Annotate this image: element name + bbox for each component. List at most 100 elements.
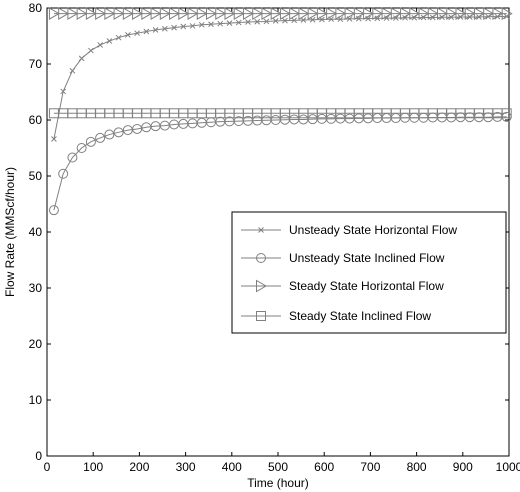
triangle-marker bbox=[256, 279, 267, 293]
x-marker-stroke bbox=[78, 55, 85, 62]
triangle-marker bbox=[316, 7, 328, 20]
x-marker bbox=[180, 23, 187, 30]
x-marker-stroke bbox=[124, 32, 131, 38]
x-marker bbox=[383, 15, 390, 21]
legend-label: Steady State Horizontal Flow bbox=[289, 279, 444, 293]
legend-item: Unsteady State Inclined Flow bbox=[241, 251, 445, 265]
triangle-marker bbox=[76, 7, 88, 20]
x-marker-stroke bbox=[328, 16, 334, 23]
x-tick-label: 800 bbox=[407, 460, 427, 474]
triangle-marker bbox=[381, 7, 393, 20]
legend-label: Unsteady State Inclined Flow bbox=[289, 251, 445, 265]
legend-item: Steady State Horizontal Flow bbox=[241, 279, 444, 293]
triangle-marker bbox=[279, 7, 291, 20]
x-marker-stroke bbox=[402, 14, 408, 21]
triangle-marker bbox=[298, 7, 310, 20]
triangle-marker bbox=[501, 7, 513, 20]
square-marker bbox=[501, 108, 512, 119]
x-marker bbox=[282, 17, 288, 24]
x-marker bbox=[235, 19, 242, 26]
x-marker-stroke bbox=[383, 15, 390, 21]
y-tick-label: 0 bbox=[35, 449, 42, 463]
triangle-marker bbox=[455, 7, 467, 20]
legend-label: Steady State Inclined Flow bbox=[289, 309, 431, 323]
y-axis-label: Flow Rate (MMScf/hour) bbox=[3, 167, 17, 297]
x-marker bbox=[402, 14, 408, 21]
x-marker-stroke bbox=[319, 16, 325, 23]
x-tick-label: 1000 bbox=[496, 460, 520, 474]
triangle-marker bbox=[233, 7, 245, 20]
x-marker-stroke bbox=[291, 17, 298, 24]
x-marker bbox=[152, 26, 159, 33]
triangle-marker bbox=[85, 7, 97, 20]
x-marker-stroke bbox=[374, 15, 381, 22]
y-tick-label: 80 bbox=[29, 1, 43, 15]
x-tick-label: 0 bbox=[44, 460, 51, 474]
x-marker-stroke bbox=[392, 15, 399, 21]
legend-item: Unsteady State Horizontal Flow bbox=[241, 223, 457, 237]
legend-label: Unsteady State Horizontal Flow bbox=[289, 223, 457, 237]
x-marker-stroke bbox=[245, 19, 251, 25]
y-tick-label: 10 bbox=[29, 393, 43, 407]
triangle-marker bbox=[363, 7, 375, 20]
x-marker-stroke bbox=[171, 24, 177, 31]
triangle-marker bbox=[492, 7, 504, 20]
triangle-marker bbox=[437, 7, 449, 20]
triangle-marker bbox=[344, 7, 356, 20]
triangle-marker bbox=[224, 7, 236, 20]
x-marker-stroke bbox=[263, 18, 270, 25]
x-marker-stroke bbox=[198, 21, 205, 28]
circle-marker bbox=[256, 253, 266, 263]
triangle-marker bbox=[67, 7, 79, 20]
triangle-marker bbox=[178, 7, 190, 20]
x-marker-stroke bbox=[217, 20, 224, 27]
series-x bbox=[51, 13, 510, 142]
x-marker bbox=[411, 14, 418, 21]
y-axis-ticks: 0 10 20 30 40 50 60 70 80 bbox=[29, 1, 509, 463]
circle-marker bbox=[113, 127, 124, 138]
x-marker bbox=[88, 47, 94, 54]
triangle-marker bbox=[390, 7, 402, 20]
x-marker-stroke bbox=[115, 34, 122, 41]
y-tick-label: 70 bbox=[29, 57, 43, 71]
circle-marker bbox=[85, 136, 96, 147]
x-marker bbox=[245, 19, 251, 25]
triangle-marker bbox=[261, 7, 273, 20]
triangle-marker bbox=[483, 7, 495, 20]
x-marker bbox=[134, 30, 140, 37]
x-marker-stroke bbox=[355, 15, 362, 22]
x-marker bbox=[115, 34, 122, 41]
triangle-marker bbox=[113, 7, 125, 20]
x-marker bbox=[124, 32, 131, 38]
circle-marker bbox=[58, 168, 69, 179]
circle-marker bbox=[67, 152, 78, 163]
x-tick-label: 700 bbox=[360, 460, 380, 474]
x-marker-stroke bbox=[106, 38, 113, 44]
triangle-marker bbox=[335, 7, 347, 20]
circle-marker bbox=[76, 143, 87, 153]
x-marker bbox=[217, 20, 224, 27]
triangle-marker bbox=[104, 7, 116, 20]
triangle-marker bbox=[353, 7, 365, 20]
y-tick-label: 60 bbox=[29, 113, 43, 127]
x-marker-stroke bbox=[411, 14, 418, 21]
triangle-marker bbox=[58, 7, 70, 20]
y-tick-label: 50 bbox=[29, 169, 43, 183]
triangle-marker bbox=[206, 7, 218, 20]
triangle-marker bbox=[473, 7, 485, 20]
legend: Unsteady State Horizontal Flow Unsteady S… bbox=[231, 211, 507, 334]
x-marker-stroke bbox=[60, 88, 67, 95]
triangle-marker bbox=[400, 7, 412, 20]
x-tick-label: 500 bbox=[268, 460, 288, 474]
x-marker-stroke bbox=[365, 15, 371, 22]
x-marker bbox=[258, 227, 264, 233]
legend-items: Unsteady State Horizontal Flow Unsteady S… bbox=[241, 223, 457, 323]
x-axis-ticks: 0 100 200 300 400 500 600 700 800 900 1000 bbox=[44, 8, 520, 474]
series-square bbox=[48, 108, 512, 119]
triangle-marker bbox=[372, 7, 384, 20]
triangle-marker bbox=[150, 7, 162, 20]
x-tick-label: 400 bbox=[222, 460, 242, 474]
x-marker bbox=[97, 42, 103, 48]
x-marker bbox=[161, 25, 168, 32]
x-marker-stroke bbox=[152, 26, 159, 33]
